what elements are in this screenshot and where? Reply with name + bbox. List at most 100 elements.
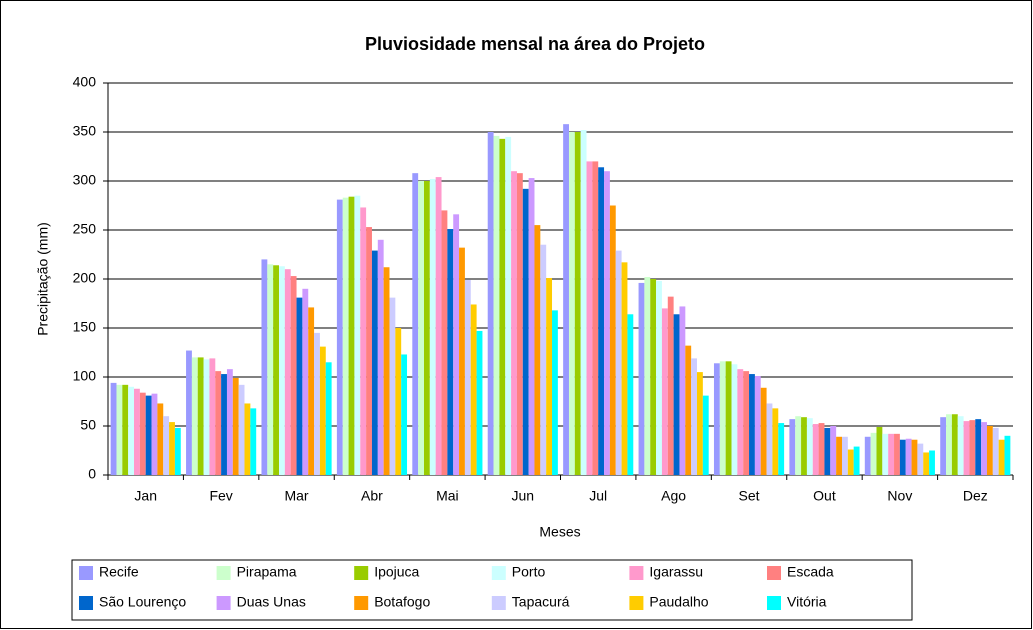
bar (749, 374, 755, 475)
x-tick-label: Mar (284, 488, 308, 504)
bar (975, 419, 982, 475)
y-tick-label: 200 (73, 270, 97, 286)
bar (459, 247, 465, 475)
y-tick-label: 400 (73, 74, 97, 90)
bar (574, 132, 581, 475)
bar (552, 310, 558, 475)
bar (679, 306, 686, 475)
bar (528, 178, 535, 475)
bar (151, 393, 158, 475)
bar (371, 250, 378, 475)
bar (511, 171, 517, 475)
y-tick-label: 350 (73, 123, 97, 139)
legend-label: Ipojuca (374, 564, 419, 580)
bar (487, 132, 494, 475)
bar (534, 225, 541, 475)
x-tick-label: Out (813, 488, 836, 504)
bar (812, 424, 819, 475)
y-tick-label: 250 (73, 221, 97, 237)
bar (789, 419, 796, 475)
bar (412, 173, 419, 475)
legend-swatch (629, 596, 644, 610)
bar (772, 408, 779, 475)
bar (981, 422, 987, 475)
legend-swatch (767, 596, 781, 610)
bar (232, 377, 239, 475)
x-tick-label: Abr (361, 488, 383, 504)
x-tick-label: Jan (134, 488, 157, 504)
bar (336, 199, 343, 475)
legend-label: Duas Unas (237, 594, 306, 610)
bar (876, 426, 883, 475)
bar (209, 358, 216, 475)
legend-label: Tapacurá (512, 594, 570, 610)
bar (731, 364, 738, 475)
bar (174, 427, 181, 475)
bar (540, 244, 547, 475)
legend-label: São Lourenço (99, 594, 186, 610)
bar (795, 416, 802, 475)
bar (864, 436, 871, 475)
bar (685, 345, 692, 475)
legend-label: Vitória (787, 594, 827, 610)
bar (186, 350, 192, 475)
bar (250, 408, 257, 475)
bar (697, 372, 703, 475)
bar (499, 138, 506, 476)
y-tick-label: 100 (73, 368, 97, 384)
bar (122, 384, 129, 475)
bar (267, 264, 274, 475)
bar (435, 177, 442, 475)
legend-swatch (79, 566, 93, 580)
x-tick-label: Dez (963, 488, 988, 504)
bar (139, 392, 146, 475)
bar (197, 357, 204, 475)
bar (546, 278, 553, 475)
bar (273, 265, 280, 475)
bar (754, 376, 761, 475)
bar (586, 161, 593, 475)
bar (238, 384, 245, 475)
bar (348, 196, 355, 475)
legend-swatch (767, 566, 781, 580)
bar (447, 229, 454, 475)
bar (992, 427, 999, 475)
bar (609, 205, 616, 475)
bar (116, 384, 123, 475)
bar (667, 296, 674, 475)
x-tick-label: Jul (589, 488, 607, 504)
bar (830, 426, 837, 475)
bar (650, 279, 657, 475)
bar (713, 363, 720, 475)
bar (766, 403, 773, 475)
legend-swatch (491, 566, 506, 580)
bar (824, 427, 831, 475)
bar (389, 297, 396, 475)
bar (627, 314, 634, 475)
bar (191, 357, 198, 475)
x-tick-label: Fev (209, 488, 232, 504)
bar (801, 417, 807, 475)
legend-swatch (629, 566, 644, 580)
bar (157, 403, 164, 475)
bar (604, 171, 610, 475)
bar (957, 416, 964, 475)
bar (342, 197, 349, 475)
bar (580, 130, 587, 476)
bar (470, 304, 477, 475)
legend-label: Paudalho (649, 594, 708, 610)
x-tick-label: Ago (661, 488, 686, 504)
x-tick-label: Jun (512, 488, 535, 504)
legend-label: Porto (512, 564, 546, 580)
bar (128, 386, 135, 475)
legend-swatch (354, 566, 369, 580)
bar (661, 308, 668, 475)
legend-label: Recife (99, 564, 139, 580)
bar (244, 403, 251, 475)
y-tick-label: 300 (73, 172, 97, 188)
bar (656, 280, 662, 475)
bar (493, 135, 500, 476)
bar (464, 279, 471, 475)
bar (377, 239, 384, 475)
